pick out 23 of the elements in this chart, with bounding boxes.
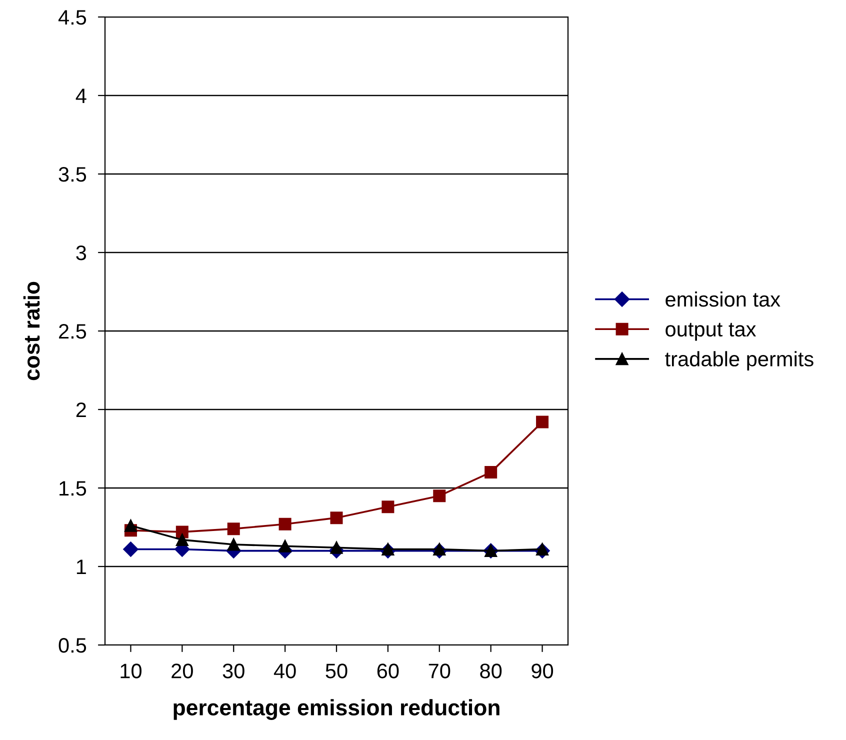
y-tick-label: 3.5 bbox=[58, 167, 86, 182]
x-tick-label: 60 bbox=[377, 664, 399, 678]
x-tick-label: 40 bbox=[274, 664, 296, 678]
x-tick-label: 80 bbox=[480, 664, 502, 678]
y-tick-label: 2 bbox=[76, 402, 86, 418]
y-tick-label: 1 bbox=[76, 560, 86, 574]
y-tick-label: 2.5 bbox=[59, 324, 86, 339]
y-tick-label: 1.5 bbox=[60, 481, 86, 496]
x-axis-title: percentage emission reduction bbox=[174, 699, 500, 720]
legend-label: output tax bbox=[666, 322, 756, 341]
x-tick-label: 70 bbox=[428, 664, 450, 678]
legend-label: tradable permits bbox=[665, 351, 814, 371]
x-tick-label: 30 bbox=[222, 664, 244, 678]
x-tick-label: 10 bbox=[120, 664, 142, 678]
y-axis-title: cost ratio bbox=[23, 282, 40, 380]
x-tick-label: 20 bbox=[172, 664, 193, 678]
legend-label: emission tax bbox=[666, 291, 780, 307]
y-tick-label: 3 bbox=[76, 246, 86, 260]
x-tick-label: 90 bbox=[532, 664, 554, 678]
y-tick-label: 0.5 bbox=[58, 638, 86, 653]
y-tick-label: 4.5 bbox=[58, 10, 86, 25]
y-tick-label: 4 bbox=[76, 88, 86, 104]
x-tick-label: 50 bbox=[326, 664, 348, 678]
